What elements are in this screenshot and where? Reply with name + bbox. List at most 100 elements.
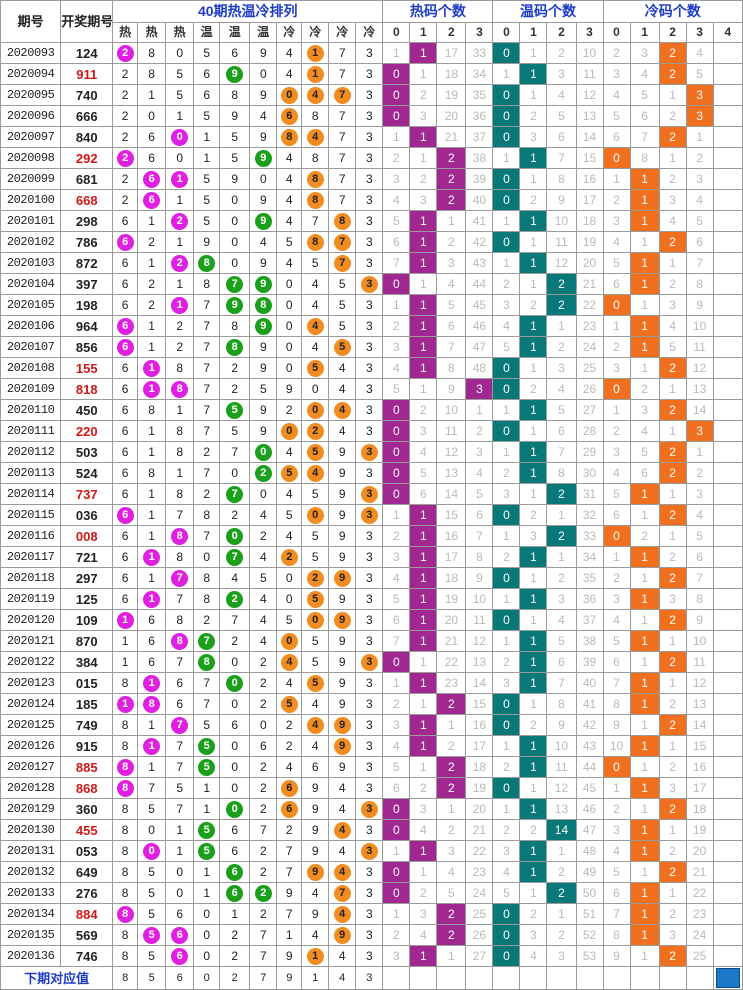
sort-cell: 0 [165, 882, 195, 904]
sort-cell: 0 [276, 315, 303, 337]
table-row: 2020096 666 2 0 1 5 9 4 6 8 7 3 0 3 20 36 0 2 5 13 5 6 2 3 [0, 105, 743, 127]
warm-count-cell: 2 [492, 756, 521, 778]
cold-count-cell [712, 42, 743, 64]
cold-ball: 4 [280, 653, 298, 671]
sort-cell: 8 [219, 84, 251, 106]
sort-cell: 7 [165, 798, 195, 820]
hot-count-cell: 0 [382, 273, 411, 295]
warm-count-cell: 9 [546, 714, 577, 736]
warm-ball: 7 [226, 548, 244, 566]
hot-count-cell: 24 [465, 882, 494, 904]
sort-cell: 5 [301, 441, 330, 463]
sort-cell: 5 [219, 420, 251, 442]
sort-cell: 7 [193, 630, 221, 652]
sort-cell: 2 [112, 147, 139, 169]
cold-ball: 0 [280, 632, 298, 650]
cold-ball: 3 [360, 800, 378, 818]
cold-count-cell: 14 [685, 714, 714, 736]
hot-count-cell: 22 [436, 651, 467, 673]
sort-cell: 6 [276, 105, 303, 127]
warm-count-cell: 2 [546, 882, 577, 904]
sort-cell: 5 [193, 714, 221, 736]
sort-cell: 5 [193, 756, 221, 778]
cold-count-cell: 13 [685, 378, 714, 400]
sort-cell: 8 [112, 672, 139, 694]
warm-ball: 5 [198, 758, 216, 776]
sort-cell: 3 [355, 903, 384, 925]
sort-cell: 5 [165, 84, 195, 106]
sort-cell: 1 [165, 189, 195, 211]
hot-count-cell: 2 [436, 819, 467, 841]
sort-cell: 7 [193, 378, 221, 400]
hot-count-cell: 1 [382, 126, 411, 148]
hot-count-cell: 40 [465, 189, 494, 211]
cold-count-cell: 1 [602, 315, 631, 337]
hot-count-cell: 2 [382, 525, 411, 547]
hot-count-col-header: 0 [382, 22, 411, 43]
sort-cell: 1 [137, 84, 167, 106]
cold-count-cell: 21 [685, 861, 714, 883]
sort-cell: 1 [193, 798, 221, 820]
warm-count-cell: 1 [546, 546, 577, 568]
cold-ball: 5 [306, 674, 324, 692]
cold-ball: 0 [306, 506, 324, 524]
sort-col-header: 冷 [355, 22, 384, 43]
cold-count-cell: 6 [629, 462, 660, 484]
cold-count-cell: 1 [658, 84, 687, 106]
sort-cell: 9 [249, 399, 278, 421]
cold-count-cell [712, 546, 743, 568]
hot-count-cell: 0 [382, 105, 411, 127]
sort-cell: 5 [301, 252, 330, 274]
sort-cell: 6 [137, 630, 167, 652]
sort-cell: 9 [249, 357, 278, 379]
sort-cell: 3 [355, 462, 384, 484]
table-row: 2020131 053 8 0 1 5 6 2 7 9 4 3 1 1 3 22 3 1 1 48 4 1 2 20 [0, 840, 743, 862]
sort-cell: 9 [328, 504, 357, 526]
table-row: 2020133 276 8 5 0 1 6 2 9 4 7 3 0 2 5 24 5 1 2 50 6 1 1 22 [0, 882, 743, 904]
cold-ball: 5 [333, 338, 351, 356]
sort-cell: 7 [165, 504, 195, 526]
hot-count-cell: 1 [409, 378, 438, 400]
warm-count-cell: 3 [492, 840, 521, 862]
hot-count-cell: 3 [436, 840, 467, 862]
sort-cell: 2 [249, 798, 278, 820]
warm-count-cell: 39 [575, 651, 604, 673]
cold-count-cell: 1 [685, 126, 714, 148]
cold-count-cell: 2 [658, 504, 687, 526]
warm-count-cell: 1 [519, 546, 548, 568]
issue-cell: 2020119 [0, 588, 62, 610]
sort-cell: 3 [355, 42, 384, 64]
warm-count-cell: 0 [492, 609, 521, 631]
hot-count-cell: 0 [382, 483, 411, 505]
table-row: 2020129 360 8 5 7 1 0 2 6 9 4 3 0 3 1 20 1 1 13 46 2 1 2 18 [0, 798, 743, 820]
hot-count-cell: 1 [409, 651, 438, 673]
warm-ball: 0 [226, 800, 244, 818]
sort-cell: 9 [193, 231, 221, 253]
draw-number-cell: 872 [60, 252, 114, 274]
cold-count-cell: 2 [658, 567, 687, 589]
sort-cell: 0 [249, 441, 278, 463]
hot-count-cell: 2 [436, 756, 467, 778]
table-row: 2020113 524 6 8 1 7 0 2 5 4 9 3 0 5 13 4 2 1 8 30 4 6 2 2 [0, 462, 743, 484]
draw-number-cell: 856 [60, 336, 114, 358]
warm-ball: 6 [226, 863, 244, 881]
cold-count-cell [712, 420, 743, 442]
table-row: 2020114 737 6 1 8 2 7 0 4 5 9 3 0 6 14 5 3 1 2 31 5 1 1 3 [0, 483, 743, 505]
sort-cell: 7 [219, 441, 251, 463]
sort-cell: 3 [355, 399, 384, 421]
issue-cell: 2020093 [0, 42, 62, 64]
hot-count-cell: 0 [382, 441, 411, 463]
hot-count-section-header: 热码个数 [382, 0, 494, 23]
cold-count-cell: 1 [629, 651, 660, 673]
hot-count-cell: 8 [465, 546, 494, 568]
cold-count-cell: 2 [658, 693, 687, 715]
sort-cell: 3 [355, 105, 384, 127]
cold-ball: 3 [360, 485, 378, 503]
table-row: 2020095 740 2 1 5 6 8 9 0 4 7 3 0 2 19 35 0 1 4 12 4 5 1 3 [0, 84, 743, 106]
hot-count-cell: 4 [382, 567, 411, 589]
hot-ball: 1 [143, 548, 161, 566]
warm-count-cell: 2 [519, 294, 548, 316]
sort-cell: 0 [219, 252, 251, 274]
warm-ball: 5 [198, 737, 216, 755]
sort-cell: 4 [301, 315, 330, 337]
